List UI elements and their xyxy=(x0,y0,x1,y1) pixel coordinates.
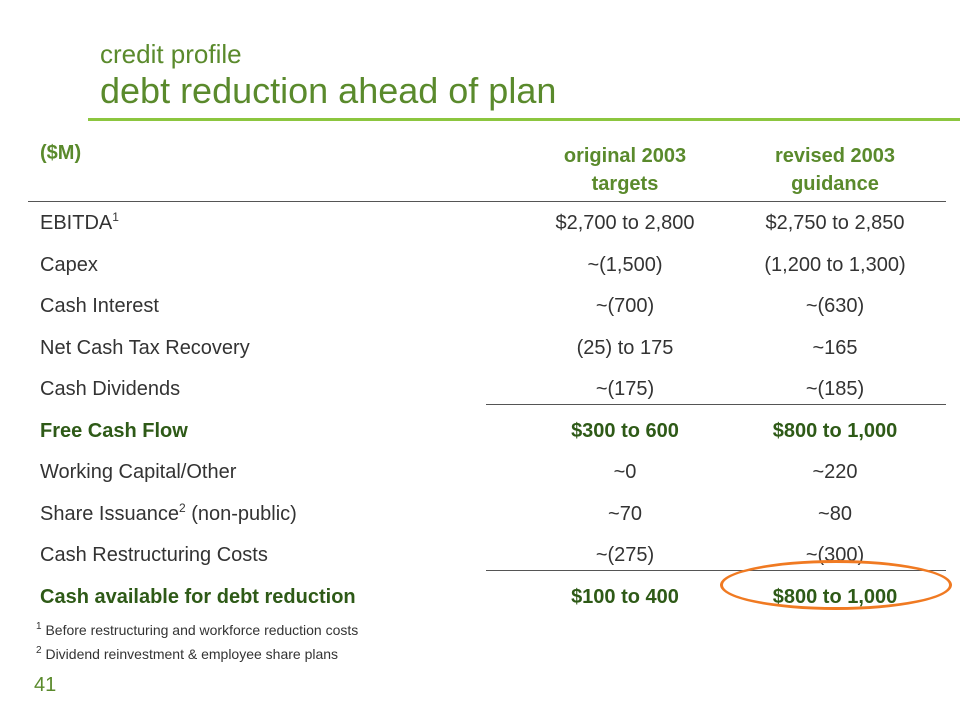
row-value-revised: ~(185) xyxy=(805,378,865,400)
row-label: Net Cash Tax Recovery xyxy=(40,336,250,359)
table-row-working-capital: Working Capital/Other ~0 ~220 xyxy=(0,453,960,495)
column-header-line: original 2003 xyxy=(563,145,687,167)
row-value-original: ~(1,500) xyxy=(587,253,663,276)
row-value-original: (25) to 175 xyxy=(576,336,674,359)
row-value-revised: ~(630) xyxy=(805,295,865,317)
column-header-line: revised 2003 xyxy=(774,145,896,167)
table-row-net-cash-tax-recovery: Net Cash Tax Recovery (25) to 175 ~165 xyxy=(0,329,960,371)
row-value-original: ~(700) xyxy=(595,295,655,317)
column-header-revised-guidance: revised 2003 guidance xyxy=(720,142,950,198)
row-label: Cash Interest xyxy=(40,295,159,317)
row-value-revised: $800 to 1,000 xyxy=(772,419,898,442)
row-label: Capex xyxy=(40,253,98,276)
row-value-revised: ~80 xyxy=(818,502,852,525)
row-value-revised: $2,750 to 2,850 xyxy=(765,212,905,234)
row-label: Working Capital/Other xyxy=(40,461,237,483)
row-value-original: $2,700 to 2,800 xyxy=(555,212,695,234)
footnotes: 1 Before restructuring and workforce red… xyxy=(36,622,358,670)
row-label: EBITDA1 xyxy=(40,210,119,234)
table-row-cash-interest: Cash Interest ~(700) ~(630) xyxy=(0,287,960,329)
footnote-1: 1 Before restructuring and workforce red… xyxy=(36,621,359,639)
row-label: Share Issuance2 (non-public) xyxy=(40,500,297,525)
title-divider xyxy=(88,118,960,121)
table-row-free-cash-flow: Free Cash Flow $300 to 600 $800 to 1,000 xyxy=(0,412,960,454)
row-value-original: ~0 xyxy=(613,461,637,483)
row-value-original: $100 to 400 xyxy=(571,585,679,608)
row-value-revised: ~220 xyxy=(812,461,858,483)
slide-title: debt reduction ahead of plan xyxy=(100,70,557,111)
row-value-original: ~(175) xyxy=(595,378,655,400)
table-body: EBITDA1 $2,700 to 2,800 $2,750 to 2,850 … xyxy=(0,204,960,619)
row-value-original: ~70 xyxy=(608,502,642,525)
row-value-original: $300 to 600 xyxy=(571,419,679,442)
page-number: 41 xyxy=(34,674,57,696)
row-label: Cash available for debt reduction xyxy=(40,585,356,608)
column-header-original-targets: original 2003 targets xyxy=(510,142,740,198)
header-divider xyxy=(28,201,946,202)
table-row-capex: Capex ~(1,500) (1,200 to 1,300) xyxy=(0,246,960,288)
column-header-line: targets xyxy=(591,173,659,195)
table-row-ebitda: EBITDA1 $2,700 to 2,800 $2,750 to 2,850 xyxy=(0,204,960,246)
row-value-revised: ~165 xyxy=(812,336,858,359)
row-label: Cash Dividends xyxy=(40,378,181,400)
row-value-original: ~(275) xyxy=(595,544,655,566)
row-label: Free Cash Flow xyxy=(40,419,188,442)
title-block: credit profile debt reduction ahead of p… xyxy=(100,38,556,112)
highlight-circle xyxy=(720,560,952,610)
unit-header: ($M) xyxy=(40,142,82,164)
subtotal-divider-debt-reduction xyxy=(486,570,946,571)
table-row-cash-dividends: Cash Dividends ~(175) ~(185) xyxy=(0,370,960,412)
row-label: Cash Restructuring Costs xyxy=(40,544,268,566)
column-header-line: guidance xyxy=(791,173,879,195)
slide-subtitle: credit profile xyxy=(100,39,242,69)
footnote-2: 2 Dividend reinvestment & employee share… xyxy=(36,645,339,663)
row-value-revised: (1,200 to 1,300) xyxy=(764,253,906,276)
table-row-share-issuance: Share Issuance2 (non-public) ~70 ~80 xyxy=(0,495,960,537)
subtotal-divider-free-cash-flow xyxy=(486,404,946,405)
